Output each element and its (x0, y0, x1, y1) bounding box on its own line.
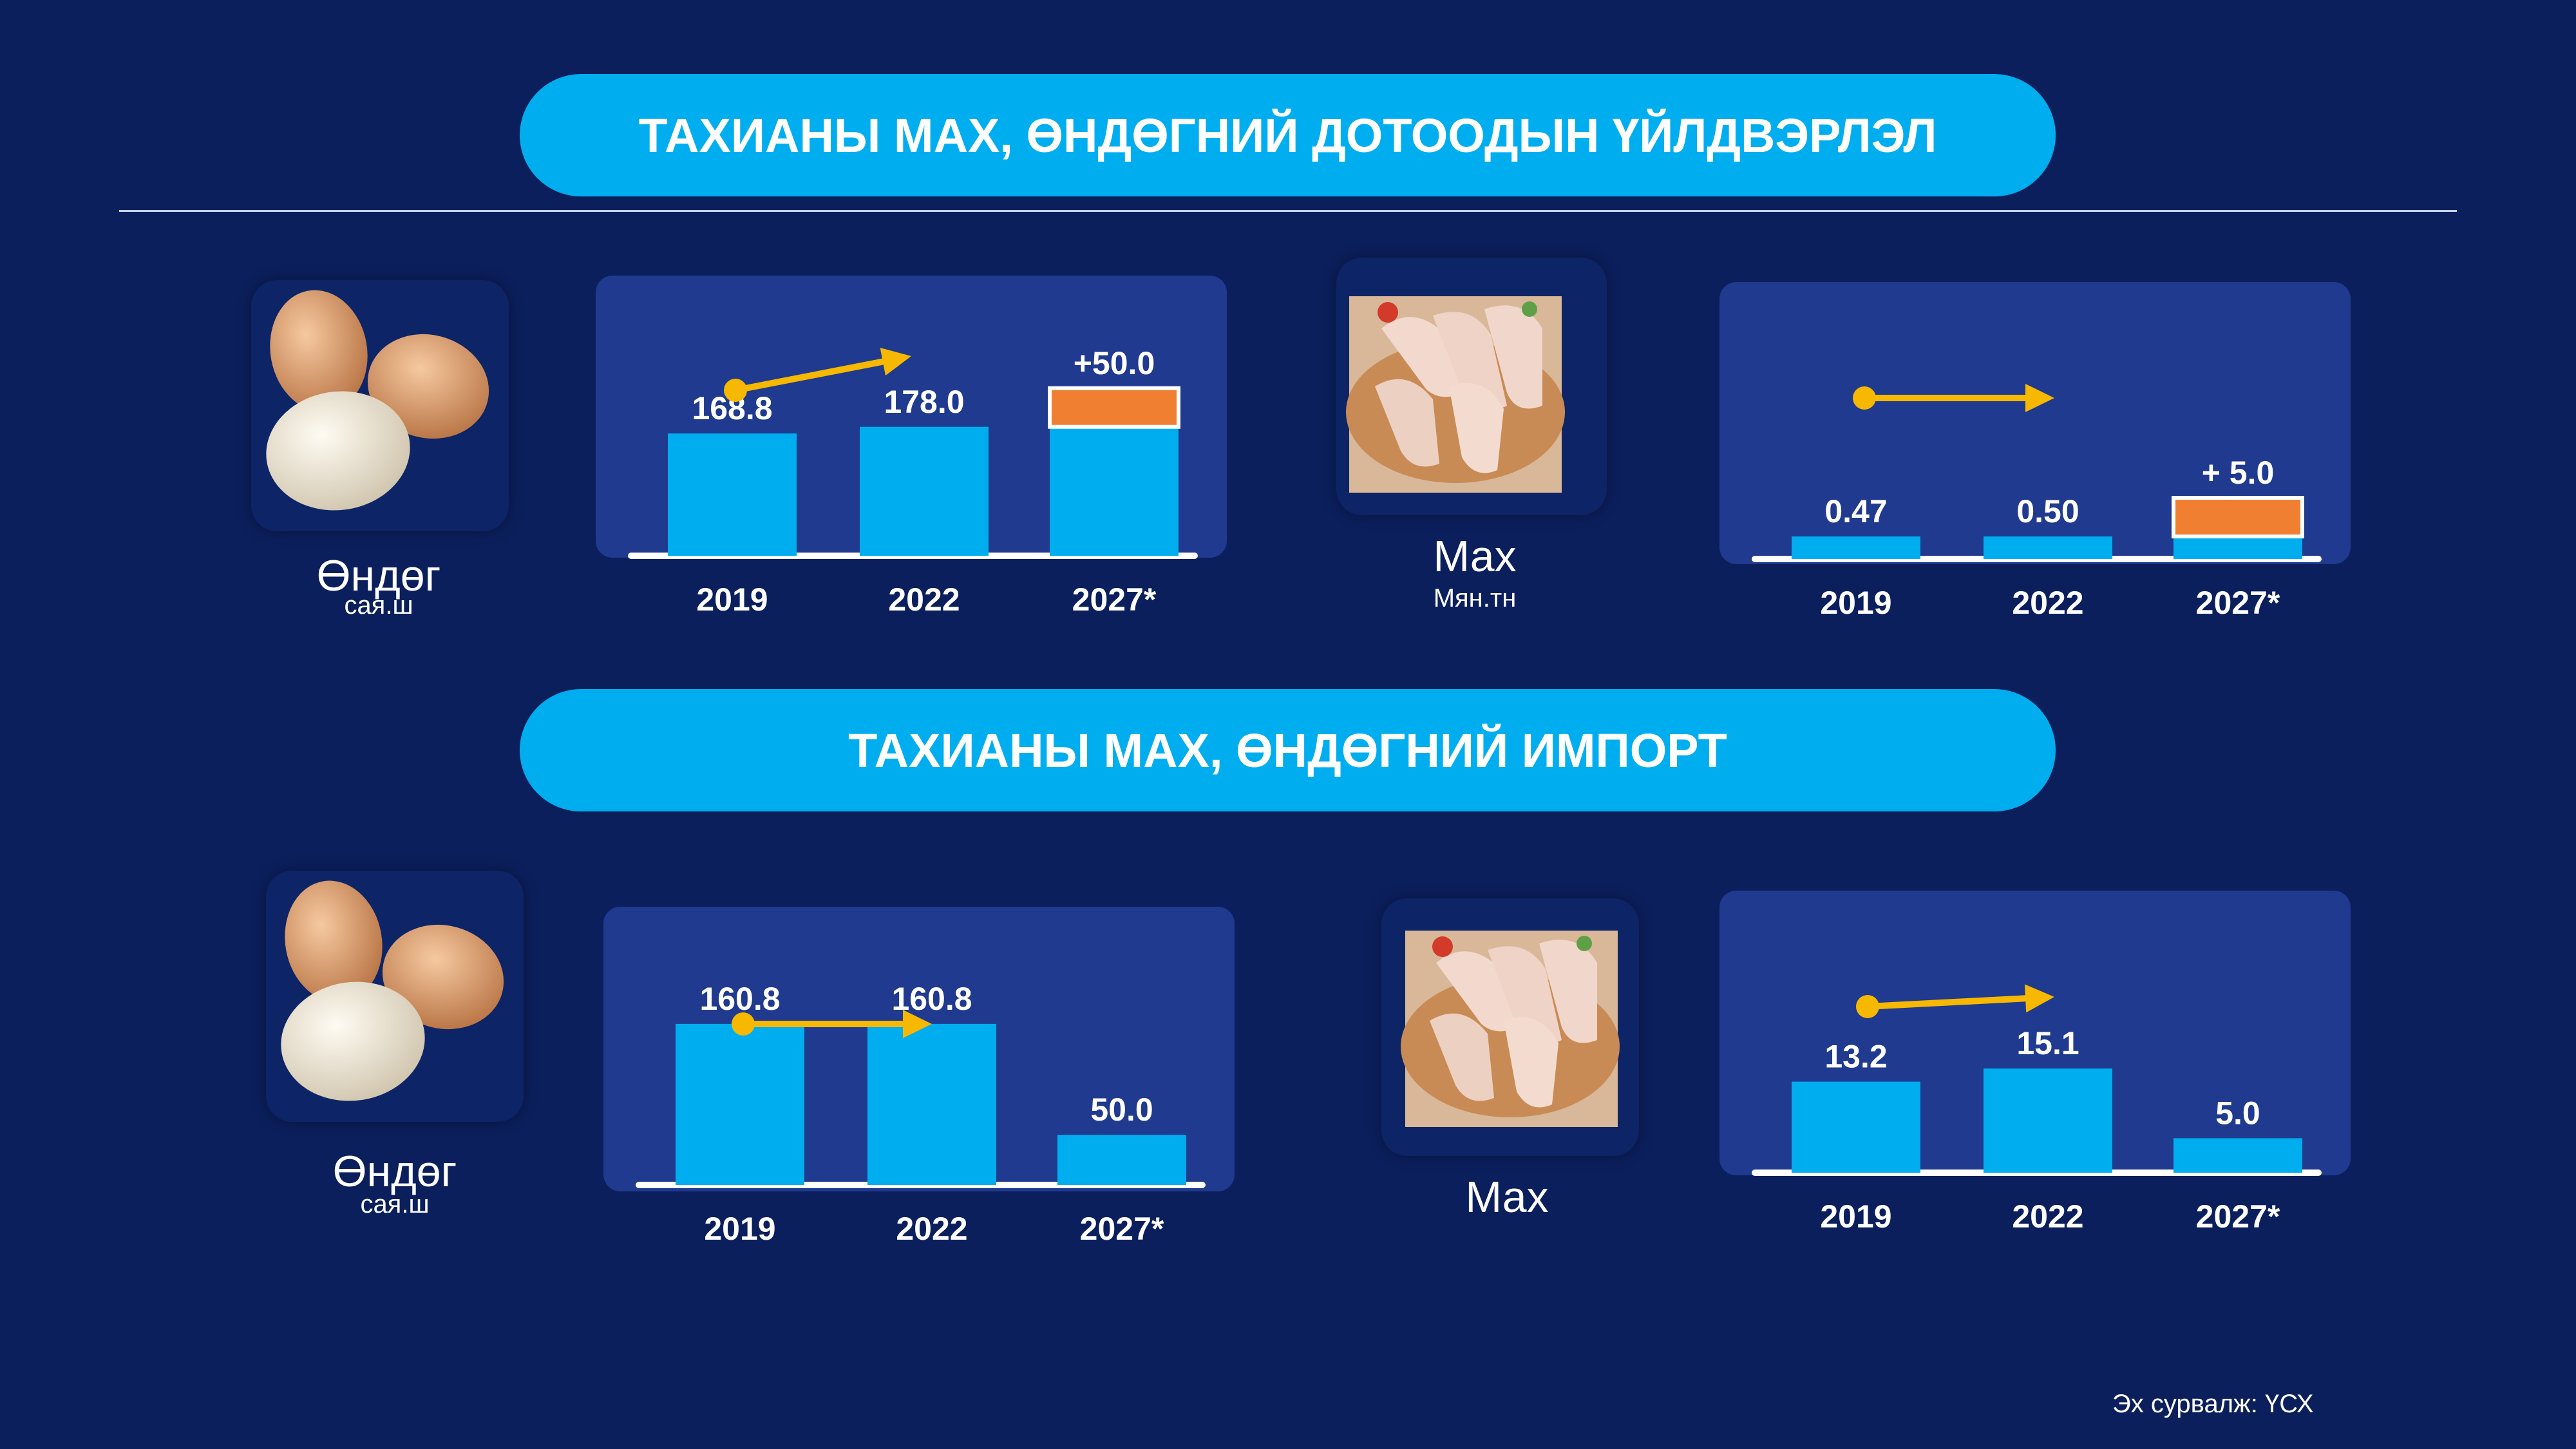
increment-box (1048, 386, 1180, 429)
tick-label: 2019 (1820, 1198, 1891, 1235)
value-label: 13.2 (1824, 1039, 1887, 1075)
domestic-meat-chart: 0.47 2019 0.50 2022 2027* + 5.0 (1752, 384, 2322, 621)
domestic-section-title: ТАХИАНЫ МАХ, ӨНДӨГНИЙ ДОТООДЫН ҮЙЛДВЭРЛЭ… (520, 74, 2056, 196)
bar-2019 (1792, 1081, 1920, 1173)
value-label: 160.8 (699, 981, 780, 1017)
egg-unit: сая.ш (360, 1190, 430, 1218)
egg-label: Өндөг (332, 1147, 457, 1196)
value-label: 0.50 (2016, 493, 2079, 529)
egg-label: Өндөг (316, 551, 441, 600)
bar-2027* (1057, 1135, 1186, 1185)
bar-2019 (676, 1023, 804, 1185)
bar-2027* (2174, 536, 2302, 559)
meat-label: Мах (1433, 532, 1517, 581)
tick-label: 2027* (1080, 1211, 1164, 1247)
increment-label: + 5.0 (2202, 455, 2275, 491)
value-label: 160.8 (891, 981, 972, 1017)
value-label: 0.47 (1824, 493, 1887, 529)
chicken-leg-icon (1336, 258, 1607, 515)
import-egg-chart: 160.8 2019 160.8 2022 50.0 2027* (636, 981, 1206, 1247)
bar-2022 (1984, 536, 2112, 559)
egg-icon (251, 280, 509, 531)
trend-arrow-head (2025, 384, 2054, 412)
increment-box (2172, 496, 2304, 538)
bar-2022 (860, 426, 989, 556)
tick-label: 2022 (2012, 1198, 2083, 1235)
value-label: 5.0 (2215, 1095, 2260, 1131)
tick-label: 2027* (1072, 582, 1157, 618)
tick-label: 2019 (704, 1211, 775, 1247)
egg-icon (266, 871, 524, 1122)
trend-arrow-head (2024, 984, 2054, 1013)
bar-2019 (1792, 536, 1920, 559)
bar-2027* (1050, 426, 1179, 556)
egg-unit: сая.ш (344, 591, 413, 620)
meat-unit: Мян.тн (1433, 584, 1517, 612)
tick-label: 2019 (696, 582, 768, 618)
tick-label: 2022 (896, 1211, 967, 1247)
import-section-title: ТАХИАНЫ МАХ, ӨНДӨГНИЙ ИМПОРТ (520, 689, 2056, 811)
tick-label: 2027* (2196, 585, 2280, 621)
value-label: 50.0 (1090, 1092, 1153, 1128)
chicken-leg-icon (1381, 898, 1639, 1156)
tick-label: 2019 (1820, 585, 1891, 621)
tick-label: 2022 (2012, 585, 2083, 621)
bar-2022 (1984, 1068, 2112, 1173)
bar-2027* (2174, 1138, 2302, 1173)
trend-arrow-line (1867, 994, 2036, 1010)
trend-arrow-line (735, 356, 893, 393)
value-label: 178.0 (884, 384, 964, 420)
trend-arrow-head (880, 347, 911, 376)
tick-label: 2022 (888, 582, 960, 618)
divider (119, 210, 2457, 212)
source-note: Эх сурвалж: ҮСХ (2112, 1390, 2314, 1418)
increment-label: +50.0 (1074, 345, 1155, 381)
import-meat-chart: 13.2 2019 15.1 2022 5.0 2027* (1752, 984, 2322, 1235)
trend-arrow-head (903, 1010, 932, 1038)
tick-label: 2027* (2196, 1198, 2280, 1235)
value-label: 15.1 (2016, 1025, 2079, 1061)
meat-label: Мах (1465, 1173, 1549, 1222)
bar-2022 (867, 1023, 996, 1185)
bar-2019 (668, 433, 797, 556)
